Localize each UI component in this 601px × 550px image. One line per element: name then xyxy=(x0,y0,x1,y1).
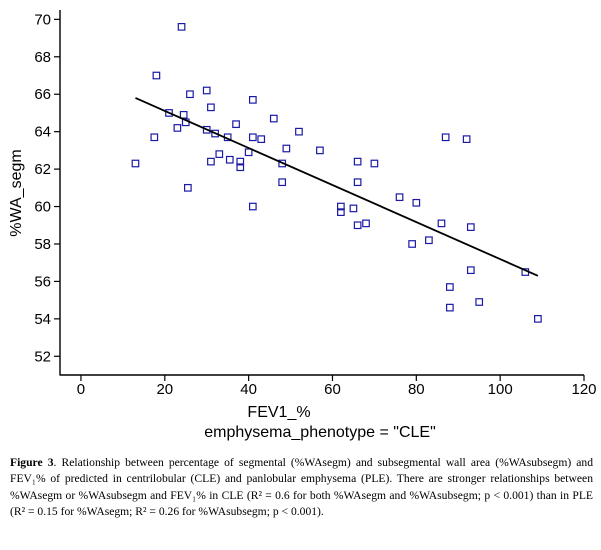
data-point xyxy=(184,183,192,192)
data-point xyxy=(165,109,173,117)
data-point xyxy=(475,298,484,306)
regression-line xyxy=(135,97,539,277)
data-point xyxy=(211,129,219,138)
data-point xyxy=(425,236,433,245)
data-point xyxy=(466,266,475,275)
y-tick-label: 68 xyxy=(34,49,51,66)
x-tick-label: 60 xyxy=(324,381,341,398)
x-tick-label: 80 xyxy=(408,381,425,398)
data-point xyxy=(179,110,188,119)
caption-text: . Relationship between percentage of seg… xyxy=(10,456,593,519)
data-point xyxy=(150,133,159,142)
data-point xyxy=(215,150,224,158)
axes xyxy=(59,10,584,376)
data-point xyxy=(446,303,454,312)
data-point xyxy=(186,90,194,99)
data-point xyxy=(131,159,140,168)
data-point xyxy=(395,193,404,202)
data-point xyxy=(257,135,266,144)
y-tick-label: 70 xyxy=(34,11,51,28)
data-point xyxy=(462,135,471,144)
x-tick-label: 40 xyxy=(240,381,257,398)
data-point xyxy=(295,127,303,136)
data-point xyxy=(248,133,257,142)
data-point xyxy=(269,114,278,123)
data-point xyxy=(353,157,362,166)
data-point xyxy=(441,133,450,142)
data-point xyxy=(446,283,454,291)
data-point xyxy=(466,223,475,231)
y-tick-label: 56 xyxy=(34,273,51,290)
x-tick-label: 100 xyxy=(488,381,513,398)
data-point xyxy=(152,71,161,80)
data-point xyxy=(362,219,370,228)
figure-caption: Figure 3. Relationship between percentag… xyxy=(10,455,593,521)
y-tick-label: 62 xyxy=(34,161,51,178)
data-point xyxy=(337,208,345,217)
x-tick-label: 20 xyxy=(156,381,173,398)
data-point xyxy=(232,120,240,129)
data-point xyxy=(173,124,182,132)
chart-subtitle: emphysema_phenotype = "CLE" xyxy=(204,424,436,441)
data-point xyxy=(236,157,245,166)
data-points xyxy=(131,22,542,323)
caption-label: Figure 3 xyxy=(10,456,54,469)
data-point xyxy=(278,178,287,187)
regression-line-group xyxy=(135,97,539,277)
y-axis-label: %WA_segm xyxy=(8,149,25,236)
data-point xyxy=(202,125,211,134)
x-tick-label: 120 xyxy=(571,381,596,398)
y-tick-label: 54 xyxy=(34,311,51,328)
scatter-plot: 0 20 40 60 80 100 120 52 54 56 58 60 62 64 66 68 70 FEV… xyxy=(8,10,597,441)
data-point xyxy=(337,202,345,211)
data-point xyxy=(207,103,215,112)
x-tick-label: 0 xyxy=(77,381,85,398)
data-point xyxy=(353,221,362,230)
data-point xyxy=(248,95,257,104)
y-tick-label: 64 xyxy=(34,124,51,141)
data-point xyxy=(534,314,542,323)
y-tick-label: 60 xyxy=(34,199,51,216)
data-point xyxy=(437,219,446,228)
data-point xyxy=(282,144,291,153)
data-point xyxy=(177,22,186,31)
y-tick-label: 58 xyxy=(34,236,51,253)
data-point xyxy=(244,148,253,157)
x-axis-label: FEV1_% xyxy=(247,404,310,421)
data-point xyxy=(207,157,215,166)
data-point xyxy=(370,159,379,168)
data-point xyxy=(248,202,257,211)
data-point xyxy=(236,163,245,172)
x-ticks: 0 20 40 60 80 100 120 xyxy=(77,375,597,398)
data-point xyxy=(408,240,416,248)
data-point xyxy=(316,146,324,155)
y-ticks: 52 54 56 58 60 62 64 66 68 70 xyxy=(34,11,60,365)
data-point xyxy=(353,178,362,187)
y-tick-label: 66 xyxy=(34,86,51,103)
y-tick-label: 52 xyxy=(34,348,51,365)
data-point xyxy=(202,86,211,95)
data-point xyxy=(349,204,358,213)
data-point xyxy=(412,198,421,207)
data-point xyxy=(225,155,234,164)
